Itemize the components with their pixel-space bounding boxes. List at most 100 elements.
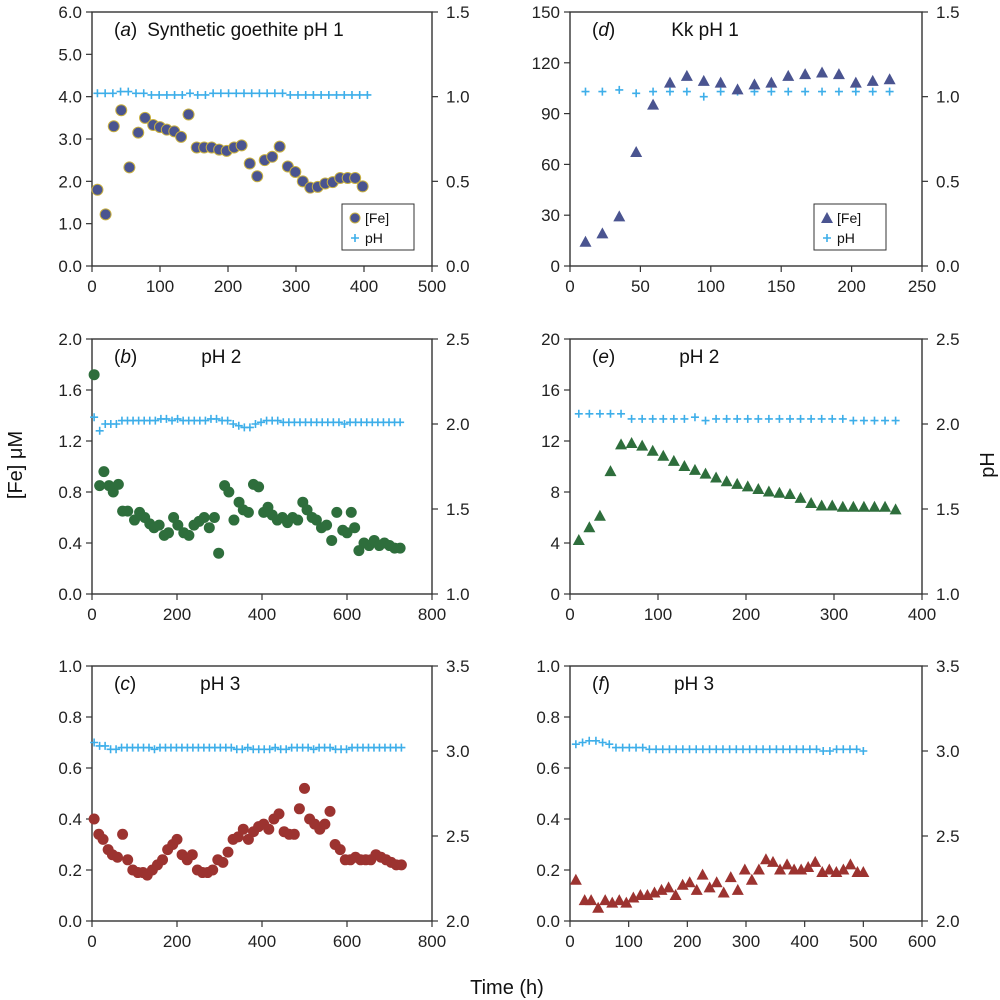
fe-point (805, 496, 818, 508)
ph-point (238, 745, 247, 754)
fe-point (107, 120, 120, 133)
fe-point (293, 803, 305, 815)
ph-point (585, 409, 594, 418)
x-tick-label: 150 (767, 277, 795, 296)
ph-point (112, 420, 121, 428)
ph-point (223, 416, 232, 425)
ph-point (632, 89, 641, 98)
ph-point (785, 745, 794, 754)
legend-ph-label: pH (365, 230, 383, 246)
right-y-tick-label: 0.0 (936, 257, 960, 276)
ph-point (317, 90, 326, 99)
panel-title-paren-open: ( (592, 20, 599, 41)
ph-point (839, 745, 848, 754)
fe-point (331, 506, 343, 518)
ph-point (239, 89, 248, 98)
x-tick-label: 400 (248, 605, 276, 624)
panel-title-text: Synthetic goethite pH 1 (147, 20, 343, 41)
fe-point (326, 534, 338, 546)
ph-point (838, 414, 847, 423)
left-y-tick-label: 90 (541, 105, 560, 124)
ph-point (255, 89, 264, 98)
ph-point (891, 416, 900, 425)
ph-point (665, 87, 674, 96)
ph-point (625, 743, 634, 752)
ph-point (792, 745, 801, 754)
x-tick-label: 600 (333, 605, 361, 624)
ph-point (278, 89, 287, 98)
ph-point (718, 745, 727, 754)
ph-point (595, 409, 604, 418)
fe-point (324, 805, 336, 817)
ph-point (784, 87, 793, 96)
ph-point (745, 745, 754, 754)
fe-point (646, 444, 659, 456)
ph-point (139, 89, 148, 98)
ph-point (828, 414, 837, 423)
ph-point (132, 89, 141, 98)
fe-point (717, 886, 730, 898)
panel-title-paren-close: ) (604, 674, 610, 695)
fe-point (741, 480, 754, 492)
fe-point (183, 529, 195, 541)
left-y-tick-label: 0.8 (536, 708, 560, 727)
x-tick-label: 600 (908, 932, 936, 951)
fe-point (572, 533, 585, 545)
ph-point (263, 89, 272, 98)
ph-point (692, 745, 701, 754)
panel-letter: a (120, 20, 131, 41)
fe-point (857, 866, 870, 878)
ph-point (271, 743, 280, 752)
fe-point (823, 863, 836, 875)
ph-point (699, 92, 708, 101)
right-y-tick-label: 1.0 (936, 88, 960, 107)
ph-point (251, 420, 260, 428)
ph-point (648, 414, 657, 423)
right-y-tick-label: 1.0 (446, 585, 470, 604)
fe-point (394, 542, 406, 554)
left-y-tick-label: 0 (551, 257, 560, 276)
x-tick-label: 400 (248, 932, 276, 951)
ph-point (851, 87, 860, 96)
ph-point (738, 745, 747, 754)
left-y-tick-label: 0.8 (58, 483, 82, 502)
right-y-tick-label: 3.0 (936, 742, 960, 761)
ph-point (652, 745, 661, 754)
left-y-tick-label: 0 (551, 585, 560, 604)
right-axis-title: pH (977, 452, 999, 478)
fe-point (782, 69, 795, 81)
ph-point (309, 745, 318, 754)
ph-point (852, 745, 861, 754)
ph-point (690, 413, 699, 422)
plot-frame (91, 338, 433, 595)
ph-point (340, 420, 349, 428)
fe-point (203, 522, 215, 534)
ph-point (779, 745, 788, 754)
fe-point (334, 844, 346, 856)
panel-e: 0 100 200 300 400 0 4 8 12 16 20 1.0 1.5 2.0 2.5 (e) pH … (541, 330, 960, 624)
ph-point (265, 745, 274, 754)
fe-point (762, 485, 775, 497)
fe-point (849, 76, 862, 88)
fe-point (678, 460, 691, 471)
fe-point (667, 454, 680, 466)
fe-point (615, 438, 628, 450)
fe-point (395, 859, 407, 871)
fe-point (122, 854, 134, 866)
ph-point (116, 87, 125, 96)
right-y-tick-label: 2.5 (446, 330, 470, 349)
ph-point (834, 87, 843, 96)
fe-point (802, 860, 815, 872)
ph-point (832, 745, 841, 754)
ph-point (645, 745, 654, 754)
fe-point (765, 76, 778, 88)
right-y-tick-label: 1.0 (936, 585, 960, 604)
x-tick-label: 600 (333, 932, 361, 951)
ph-point (201, 90, 210, 99)
panel-title: (a) Synthetic goethite pH 1 (114, 20, 344, 41)
fe-point (349, 171, 362, 184)
ph-point (665, 745, 674, 754)
fe-point (720, 475, 733, 487)
ph-point (162, 90, 171, 99)
fe-point (625, 437, 638, 449)
